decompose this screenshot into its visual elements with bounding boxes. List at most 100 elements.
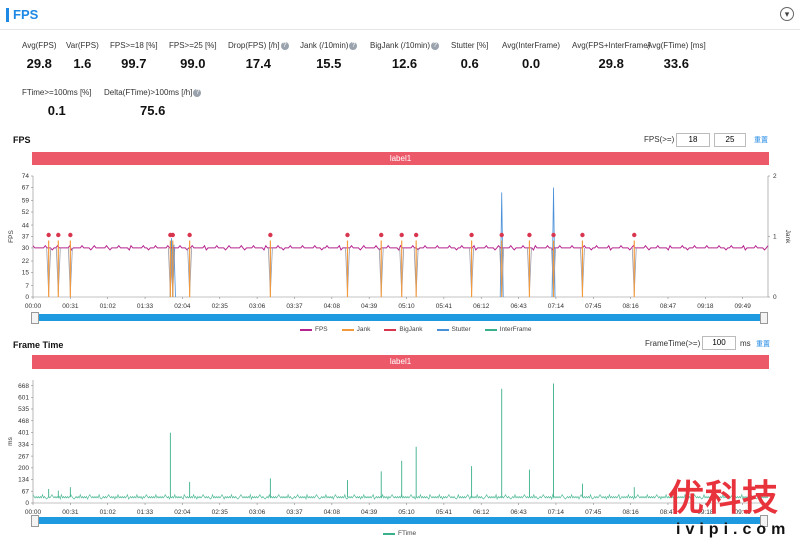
legend-swatch (383, 532, 395, 535)
x-tick-label: 07:14 (548, 303, 565, 310)
fps-threshold-18-input[interactable] (676, 133, 710, 147)
fps-threshold-label: FPS(>=) (644, 135, 675, 144)
metric-label: Avg(InterFrame) (502, 41, 560, 50)
metric-metrics_row1-5: Jank (/10min)? 15.5 (300, 41, 358, 71)
x-tick-label: 02:04 (174, 303, 191, 310)
legend-item[interactable]: Jank (341, 326, 371, 333)
y2-axis-title: Jank (784, 230, 791, 244)
x-tick-label: 05:10 (398, 303, 415, 310)
y-tick-label: 59 (22, 198, 30, 205)
help-icon[interactable]: ? (431, 41, 440, 50)
bigjank-marker (56, 232, 61, 238)
metric-label-text: Delta(FTime)>100ms [/h] (104, 88, 193, 97)
metric-label-text: Avg(InterFrame) (502, 41, 561, 50)
x-tick-label: 05:41 (436, 303, 453, 310)
legend-swatch (484, 328, 497, 331)
fps-slider-left-handle[interactable] (31, 312, 39, 324)
legend-label: InterFrame (499, 326, 532, 333)
collapse-toggle-icon[interactable]: ▾ (780, 7, 794, 21)
x-tick-label: 08:47 (660, 303, 677, 310)
x-tick-label: 00:00 (25, 303, 42, 310)
x-tick-label: 04:39 (361, 509, 378, 516)
y-tick-label: 67 (22, 488, 30, 495)
metric-label: Var(FPS) (66, 41, 99, 50)
x-tick-label: 03:06 (249, 303, 266, 310)
y-tick-label: 401 (18, 430, 29, 437)
x-tick-label: 06:43 (510, 509, 527, 516)
x-tick-label: 09:18 (697, 509, 714, 516)
metric-metrics_row1-0: Avg(FPS) 29.8 (22, 41, 57, 71)
fps-reset-link[interactable]: 重置 (754, 137, 768, 144)
y-tick-label: 601 (18, 395, 29, 402)
fps-threshold-25-input[interactable] (714, 133, 746, 147)
y-tick-label: 668 (18, 383, 29, 390)
help-icon[interactable]: ? (280, 41, 289, 50)
metric-metrics_row1-6: BigJank (/10min)? 12.6 (370, 41, 440, 71)
metric-label-text: Avg(FPS) (22, 41, 57, 50)
metric-label-text: FPS>=18 [%] (110, 41, 158, 50)
x-tick-label: 07:14 (548, 509, 565, 516)
bigjank-marker (499, 232, 504, 238)
fps-legend: FPS Jank BigJank Stutter InterFrame (300, 326, 545, 333)
metric-label-text: FTime>=100ms [%] (22, 88, 92, 97)
x-tick-label: 06:12 (473, 509, 490, 516)
fps-zoom-slider[interactable] (35, 314, 766, 321)
x-tick-label: 09:49 (735, 509, 752, 516)
x-tick-label: 01:33 (137, 509, 154, 516)
x-tick-label: 00:31 (62, 303, 79, 310)
x-tick-label: 08:16 (622, 303, 639, 310)
help-icon[interactable]: ? (349, 41, 358, 50)
ftime-slider-left-handle[interactable] (31, 515, 39, 527)
legend-item[interactable]: InterFrame (484, 326, 532, 333)
header-divider (0, 29, 800, 30)
bigjank-marker (268, 232, 273, 238)
ftime-threshold-input[interactable] (702, 336, 736, 350)
y-tick-label: 67 (22, 185, 30, 192)
legend-item[interactable]: FTime (383, 530, 416, 537)
x-tick-label: 05:41 (436, 509, 453, 516)
y-axis-title: FPS (8, 230, 15, 243)
page-title: FPS (13, 7, 39, 22)
metric-value: 1.6 (73, 56, 92, 71)
metric-label: Stutter [%] (451, 41, 488, 50)
metric-value: 99.0 (180, 56, 206, 71)
x-tick-label: 01:33 (137, 303, 154, 310)
legend-item[interactable]: BigJank (384, 326, 423, 333)
legend-label: Stutter (451, 326, 471, 333)
metric-value: 0.1 (47, 103, 66, 118)
x-tick-label: 06:43 (510, 303, 527, 310)
fps-band-label1: label1 (32, 152, 769, 165)
y-tick-label: 7 (25, 283, 29, 290)
metric-value: 17.4 (245, 56, 271, 71)
ftime-zoom-slider[interactable] (35, 517, 766, 524)
y2-tick-label: 1 (773, 234, 777, 241)
legend-label: Jank (356, 326, 371, 333)
y-axis-title: ms (7, 436, 14, 445)
metric-metrics_row1-3: FPS>=25 [%] 99.0 (169, 41, 217, 71)
x-tick-label: 04:08 (324, 303, 341, 310)
x-tick-label: 07:45 (585, 509, 602, 516)
ftime-section-title: Frame Time (13, 340, 64, 350)
bigjank-marker (413, 232, 419, 238)
legend-item[interactable]: FPS (300, 326, 328, 333)
ftime-reset-link[interactable]: 重置 (756, 341, 770, 348)
watermark-brand: 优科技 (668, 477, 780, 518)
metric-label: Drop(FPS) [/h]? (228, 41, 289, 50)
metric-value: 0.6 (460, 56, 479, 71)
bigjank-marker (469, 232, 474, 238)
fps-slider-right-handle[interactable] (760, 312, 768, 324)
legend-item[interactable]: Stutter (436, 326, 471, 333)
metric-label: Avg(FTime) [ms] (647, 41, 706, 50)
x-tick-label: 03:06 (249, 509, 266, 516)
metric-metrics_row1-9: Avg(FPS+InterFrame) 29.8 (572, 41, 650, 71)
y-tick-label: 134 (18, 477, 29, 484)
ftime-threshold-label: FrameTime(>=) (645, 339, 701, 348)
metric-value: 15.5 (316, 56, 342, 71)
help-icon[interactable]: ? (193, 88, 202, 97)
x-tick-label: 02:04 (174, 509, 191, 516)
watermark-url: ivipi.com (676, 521, 791, 538)
ftime-slider-right-handle[interactable] (760, 515, 768, 527)
metric-value: 29.8 (598, 56, 624, 71)
metric-metrics_row1-10: Avg(FTime) [ms] 33.6 (647, 41, 706, 71)
y-tick-label: 0 (25, 294, 29, 301)
